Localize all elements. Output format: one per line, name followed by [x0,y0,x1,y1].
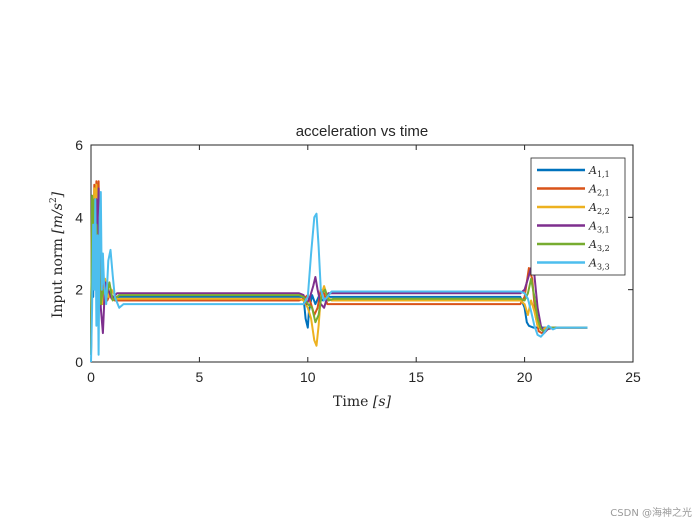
legend-label: A2,2 [588,201,610,216]
x-tick-label: 0 [87,369,95,385]
legend-label: A3,3 [588,257,610,272]
x-tick-label: 25 [625,369,641,385]
y-tick-label: 0 [75,354,83,370]
y-tick-label: 4 [75,209,83,225]
chart-title: acceleration vs time [296,123,429,140]
legend-box [530,157,626,276]
legend: A1,1 A2,1 A2,2 A3,1 A3,2 A3,3 [530,157,626,276]
x-tick-label: 10 [300,369,316,385]
x-tick-label: 5 [196,369,204,385]
x-tick-label: 20 [517,369,533,385]
series-lines [90,180,588,363]
legend-label: A3,1 [588,220,610,235]
tick-labels: 0 5 10 15 20 25 0 2 4 6 [75,137,641,385]
legend-label: A1,1 [588,164,610,179]
legend-label: A2,1 [588,183,610,198]
watermark: CSDN @海神之光 [610,508,692,519]
x-axis-label: Time [s] [333,394,391,410]
series-line-3-1 [90,187,588,352]
legend-label: A3,2 [588,238,610,253]
series-line-3-3 [90,191,588,363]
y-tick-label: 2 [75,282,83,298]
y-tick-label: 6 [75,137,83,153]
x-tick-label: 15 [408,369,424,385]
y-axis-label: Input norm [m/s2] [49,191,66,318]
